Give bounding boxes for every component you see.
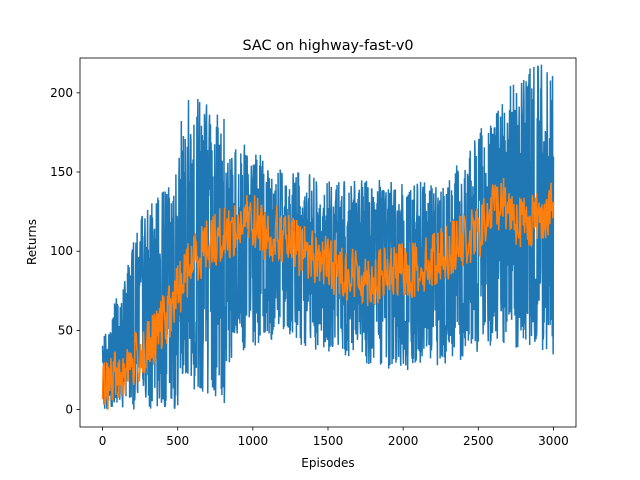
y-axis-ticks: 0 50 100 150 200 (50, 86, 80, 417)
x-axis-label: Episodes (301, 456, 354, 470)
chart-title: SAC on highway-fast-v0 (242, 38, 413, 54)
y-tick-label: 150 (50, 165, 73, 179)
x-tick-label: 0 (99, 434, 107, 448)
x-tick-label: 3000 (538, 434, 569, 448)
y-axis-label: Returns (25, 219, 39, 265)
x-tick-label: 500 (166, 434, 189, 448)
x-tick-label: 1000 (238, 434, 269, 448)
y-tick-label: 100 (50, 244, 73, 258)
series-smoothed-line (101, 177, 555, 410)
x-tick-label: 2500 (463, 434, 494, 448)
plot-series (101, 64, 555, 410)
series-returns-line (101, 64, 555, 410)
x-tick-label: 1500 (313, 434, 344, 448)
y-tick-label: 200 (50, 86, 73, 100)
x-axis-ticks: 0 500 1000 1500 2000 2500 3000 (99, 427, 569, 448)
y-tick-label: 0 (65, 403, 73, 417)
y-tick-label: 50 (58, 323, 73, 337)
x-tick-label: 2000 (388, 434, 419, 448)
